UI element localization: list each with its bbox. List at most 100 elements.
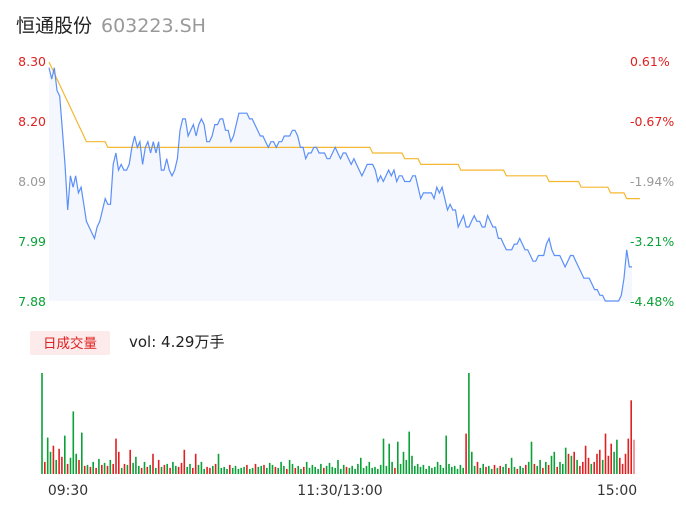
volume-value: vol: 4.29万手 — [129, 333, 224, 351]
volume-bar — [542, 467, 544, 474]
price-line — [48, 67, 632, 302]
volume-bar — [584, 445, 587, 474]
left-tick-label: 7.88 — [18, 294, 46, 309]
price-area-fill — [49, 67, 632, 301]
volume-bar — [516, 468, 519, 474]
volume-bar — [456, 468, 459, 474]
volume-bar — [490, 468, 493, 474]
volume-bar — [362, 467, 365, 474]
volume-bar — [448, 463, 450, 474]
volume-bar — [419, 466, 422, 474]
volume-bar — [468, 373, 470, 474]
volume-bar — [482, 463, 484, 474]
volume-bar — [251, 467, 254, 474]
volume-bar — [98, 458, 100, 474]
volume-bar — [132, 462, 134, 474]
volume-bar — [183, 449, 186, 474]
volume-bar — [567, 453, 570, 474]
volume-bar — [231, 467, 234, 474]
volume-bar — [331, 466, 334, 474]
volume-bar — [596, 453, 598, 474]
volume-bar — [488, 465, 490, 474]
volume-bar — [163, 464, 166, 474]
volume-bar — [291, 463, 294, 474]
volume-bar — [334, 467, 336, 474]
volume-bar — [442, 467, 445, 474]
volume-bar — [61, 456, 63, 474]
volume-bar — [271, 464, 274, 474]
volume-bar — [175, 465, 177, 474]
volume-bar — [354, 468, 356, 474]
volume-bar — [81, 432, 83, 474]
volume-bar — [109, 459, 112, 474]
volume-bar — [320, 463, 322, 474]
volume-bar — [46, 437, 49, 474]
volume-bar — [431, 467, 433, 474]
volume-bar — [294, 467, 297, 474]
volume-bar — [49, 451, 52, 474]
time-tick-label: 15:00 — [597, 483, 637, 499]
volume-bar — [325, 465, 328, 474]
volume-bar — [379, 464, 382, 474]
volume-bar — [439, 464, 442, 474]
volume-bar — [414, 465, 416, 474]
volume-bar — [533, 463, 536, 474]
left-tick-label: 8.09 — [18, 174, 46, 189]
volume-bar — [499, 465, 501, 474]
volume-bar — [570, 455, 573, 474]
volume-bar — [138, 465, 140, 474]
volume-bar — [436, 461, 439, 474]
volume-bar — [314, 466, 316, 474]
volume-bar — [465, 433, 467, 474]
volume-bar — [527, 461, 530, 474]
volume-bar — [485, 466, 487, 474]
volume-bar — [399, 463, 402, 474]
left-tick-label: 8.20 — [18, 114, 46, 129]
volume-bar — [214, 463, 217, 474]
volume-bar — [129, 449, 131, 474]
volume-bar — [186, 466, 188, 474]
time-tick-label: 09:30 — [48, 483, 88, 499]
volume-bar — [582, 461, 584, 474]
volume-bar — [243, 466, 245, 474]
volume-bar — [64, 435, 66, 474]
volume-bar — [249, 468, 251, 474]
volume-bar — [143, 461, 146, 474]
volume-bar — [78, 459, 80, 474]
volume-bar — [112, 463, 114, 474]
volume-bar — [177, 466, 180, 474]
volume-bar — [365, 465, 368, 474]
volume-bar — [234, 465, 237, 474]
volume-bar — [166, 463, 168, 474]
volume-bar — [348, 467, 351, 474]
volume-bar — [627, 438, 630, 474]
volume-bar — [553, 451, 556, 474]
volume-bar — [172, 461, 174, 474]
volume-bar — [75, 453, 77, 474]
volume-bar — [254, 463, 257, 474]
volume-bar — [260, 465, 262, 474]
volume-bar — [422, 464, 425, 474]
volume-bar — [337, 459, 339, 474]
volume-bar — [493, 464, 496, 474]
volume-bar — [223, 466, 225, 474]
right-tick-label: 0.61% — [630, 54, 670, 69]
volume-bar — [66, 463, 69, 474]
volume-bar — [405, 459, 408, 474]
volume-bar — [368, 461, 371, 474]
time-axis-ticks: 09:30 11:30/13:00 15:00 — [48, 483, 637, 499]
volume-bar — [277, 467, 279, 474]
volume-bar — [633, 439, 635, 474]
volume-bar — [601, 459, 604, 474]
volume-bar — [209, 467, 211, 474]
volume-bar — [587, 457, 590, 474]
volume-bar — [52, 445, 55, 474]
stock-name: 恒通股份 — [16, 15, 92, 37]
price-panel — [48, 61, 640, 302]
volume-bar — [317, 468, 319, 474]
right-axis-ticks: 0.61% -0.67% -1.94% -3.21% -4.48% — [630, 54, 674, 309]
volume-bar — [573, 451, 575, 474]
volume-bar — [550, 455, 553, 474]
volume-bar — [89, 466, 92, 474]
volume-bar — [479, 467, 482, 474]
